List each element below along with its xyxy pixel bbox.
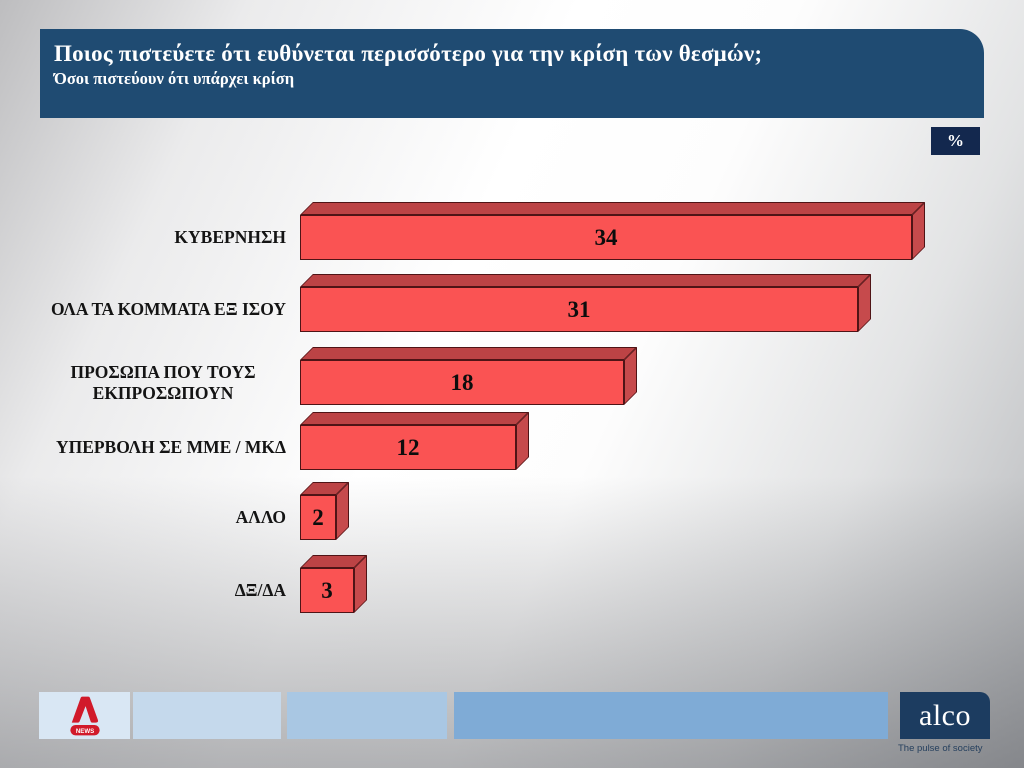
value-label: 3 (321, 577, 333, 603)
category-label: ΔΞ/ΔΑ (234, 580, 286, 600)
alco-tagline: The pulse of society (898, 743, 983, 754)
bar-3d: 2 (300, 482, 349, 540)
footer-box-3 (287, 692, 447, 739)
question-title: Ποιος πιστεύετε ότι ευθύνεται περισσότερ… (54, 41, 763, 66)
category-label: ΚΥΒΕΡΝΗΣΗ (174, 227, 286, 247)
bar-row: ΥΠΕΡΒΟΛΗ ΣΕ ΜΜΕ / ΜΚΔ 12 (0, 412, 1024, 470)
alco-logo: alco (900, 692, 990, 739)
category-label: ΑΛΛΟ (235, 507, 286, 527)
value-label: 18 (450, 369, 474, 395)
category-label: ΠΡΟΣΩΠΑ ΠΟΥ ΤΟΥΣ ΕΚΠΡΟΣΩΠΟΥΝ (70, 361, 256, 403)
category-label: ΥΠΕΡΒΟΛΗ ΣΕ ΜΜΕ / ΜΚΔ (55, 437, 286, 457)
bar-row: ΔΞ/ΔΑ 3 (0, 555, 1024, 613)
bar-row: ΟΛΑ ΤΑ ΚΟΜΜΑΤΑ ΕΞ ΙΣΟΥ 31 (0, 274, 1024, 332)
bar-top-face (300, 202, 925, 215)
value-label: 2 (312, 504, 324, 530)
question-header: Ποιος πιστεύετε ότι ευθύνεται περισσότερ… (40, 29, 984, 118)
bar-3d: 34 (300, 202, 925, 260)
bar-row: ΚΥΒΕΡΝΗΣΗ 34 (0, 202, 1024, 260)
category-label: ΟΛΑ ΤΑ ΚΟΜΜΑΤΑ ΕΞ ΙΣΟΥ (50, 299, 286, 319)
bar-front-face: 3 (300, 568, 354, 613)
bar-top-face (300, 274, 871, 287)
footer-box-alpha: NEWS (39, 692, 130, 739)
bar-front-face: 34 (300, 215, 912, 260)
bar-top-face (300, 347, 637, 360)
bar-front-face: 2 (300, 495, 336, 540)
bar-3d: 31 (300, 274, 871, 332)
bar-row: ΠΡΟΣΩΠΑ ΠΟΥ ΤΟΥΣ ΕΚΠΡΟΣΩΠΟΥΝ 18 (0, 347, 1024, 405)
footer-box-4 (454, 692, 888, 739)
footer-box-2 (133, 692, 281, 739)
bar-3d: 18 (300, 347, 637, 405)
bar-top-face (300, 412, 529, 425)
bar-3d: 3 (300, 555, 367, 613)
value-label: 31 (567, 296, 591, 322)
percent-unit-badge: % (931, 127, 980, 155)
bar-3d: 12 (300, 412, 529, 470)
bar-front-face: 31 (300, 287, 858, 332)
alpha-news-logo-icon: NEWS (69, 696, 100, 735)
value-label: 12 (396, 434, 420, 460)
bar-front-face: 12 (300, 425, 516, 470)
bar-row: ΑΛΛΟ 2 (0, 482, 1024, 540)
alpha-news-label: NEWS (75, 727, 93, 734)
value-label: 34 (594, 224, 618, 250)
bar-front-face: 18 (300, 360, 624, 405)
question-subtitle: Όσοι πιστεύουν ότι υπάρχει κρίση (54, 69, 295, 88)
alco-wordmark: alco (919, 698, 971, 732)
